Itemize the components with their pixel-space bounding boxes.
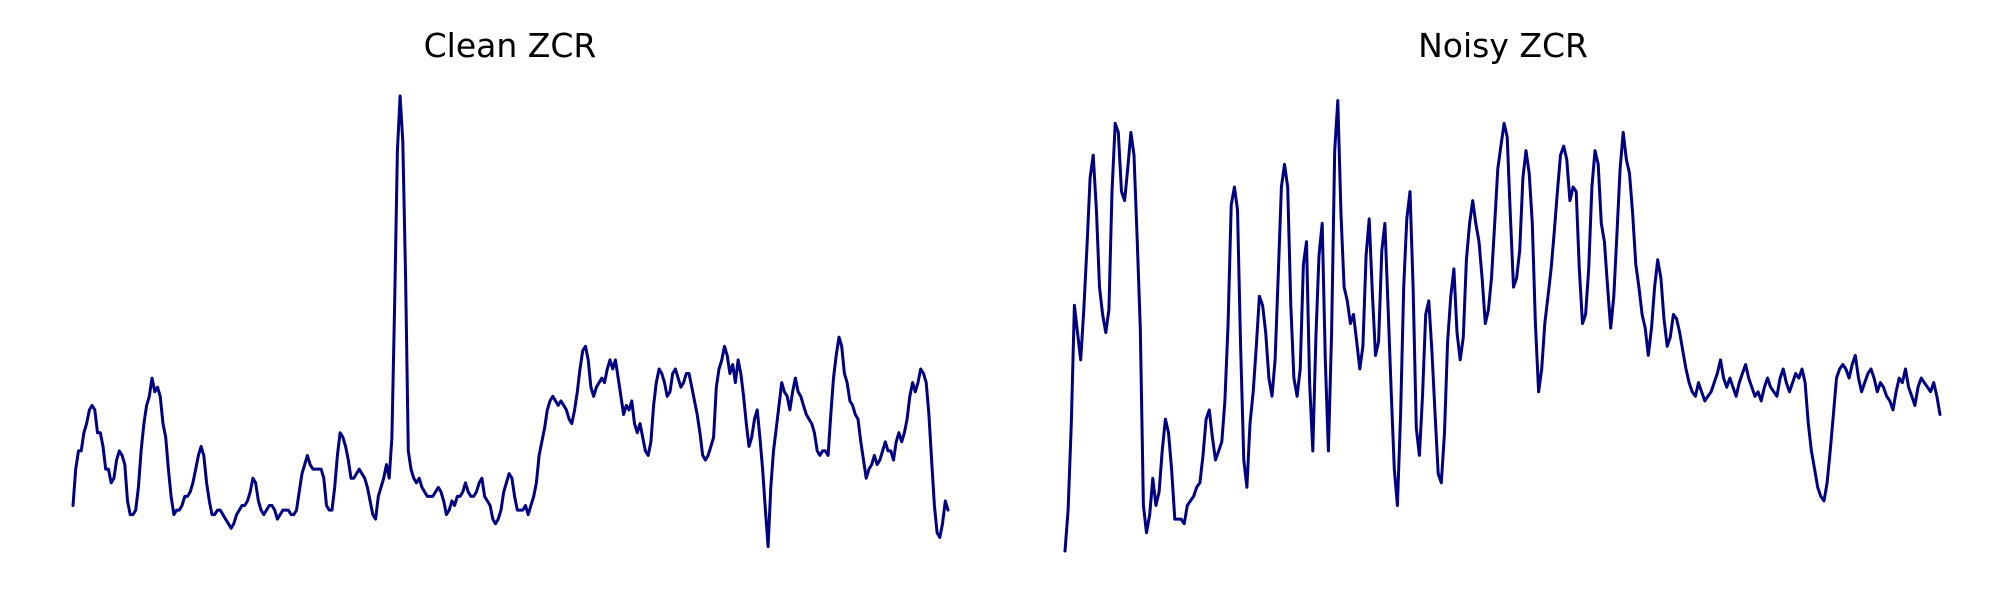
- clean-zcr-series-line: [71, 94, 950, 548]
- noisy-zcr-series-line: [1063, 99, 1942, 553]
- noisy-zcr-title: Noisy ZCR: [1418, 26, 1588, 65]
- clean-zcr-title: Clean ZCR: [423, 26, 597, 65]
